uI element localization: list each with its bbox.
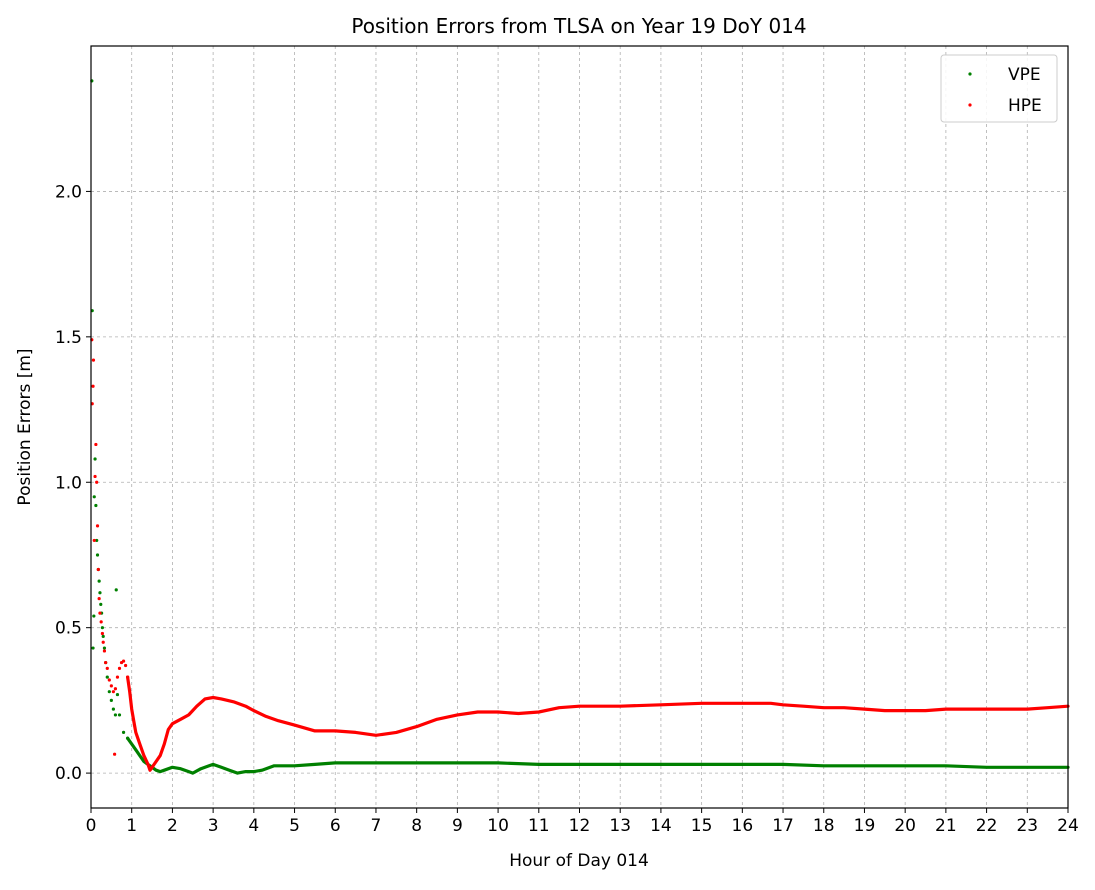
vpe-point bbox=[99, 602, 103, 607]
vpe-point bbox=[95, 553, 100, 557]
y-tick-label: 1.0 bbox=[55, 473, 82, 493]
x-tick-label: 14 bbox=[650, 816, 672, 836]
y-axis-label: Position Errors [m] bbox=[15, 348, 35, 505]
x-tick-label: 22 bbox=[976, 816, 998, 836]
y-tick-label: 2.0 bbox=[55, 182, 82, 202]
hpe-point bbox=[92, 538, 96, 543]
x-tick-label: 1 bbox=[126, 816, 137, 836]
vpe-point bbox=[107, 690, 111, 694]
legend-label-vpe: VPE bbox=[1008, 65, 1041, 85]
vpe-point bbox=[92, 614, 96, 618]
vpe-point bbox=[121, 730, 126, 734]
hpe-point bbox=[102, 649, 107, 653]
hpe-point bbox=[94, 442, 98, 447]
y-axis-ticks: 0.0 0.5 1.0 1.5 2.0 bbox=[55, 182, 91, 784]
x-tick-label: 20 bbox=[894, 816, 916, 836]
hpe-trace bbox=[126, 675, 1070, 772]
hpe-point bbox=[104, 660, 108, 665]
vpe-point bbox=[92, 495, 96, 499]
legend-entries: VPE HPE bbox=[968, 65, 1042, 116]
hpe-point bbox=[93, 474, 97, 479]
vpe-point bbox=[114, 588, 118, 592]
x-tick-label: 9 bbox=[452, 816, 463, 836]
vpe-point bbox=[105, 675, 109, 679]
vpe-point bbox=[97, 579, 101, 583]
hpe-point bbox=[95, 524, 100, 528]
vpe-point bbox=[95, 538, 99, 543]
x-tick-label: 7 bbox=[371, 816, 382, 836]
x-tick-label: 18 bbox=[813, 816, 835, 836]
hpe-point bbox=[113, 752, 117, 756]
hpe-point bbox=[99, 620, 103, 624]
legend-label-hpe: HPE bbox=[1008, 96, 1042, 116]
x-tick-label: 11 bbox=[528, 816, 550, 836]
x-tick-label: 2 bbox=[167, 816, 178, 836]
x-tick-label: 10 bbox=[487, 816, 509, 836]
hpe-point bbox=[98, 611, 102, 615]
vpe-point bbox=[98, 591, 102, 595]
y-tick-label: 0.0 bbox=[55, 764, 82, 784]
x-axis-label: Hour of Day 014 bbox=[509, 851, 649, 871]
hpe-point bbox=[97, 596, 101, 601]
vpe-point bbox=[111, 707, 115, 711]
hpe-point bbox=[96, 567, 100, 572]
legend-marker-vpe bbox=[968, 72, 972, 76]
x-tick-label: 12 bbox=[569, 816, 591, 836]
x-axis-ticks: 0 1 2 3 4 5 6 7 8 9 10 11 12 13 14 15 16 17 18 19 20 21 22 23 24 bbox=[86, 808, 1079, 836]
hpe-point bbox=[100, 631, 104, 636]
x-tick-label: 23 bbox=[1016, 816, 1038, 836]
hpe-point bbox=[101, 640, 105, 644]
hpe-point bbox=[124, 663, 128, 668]
vpe-point bbox=[115, 692, 120, 697]
series-hpe bbox=[90, 338, 1070, 772]
vpe-point bbox=[93, 457, 97, 461]
y-tick-label: 0.5 bbox=[55, 619, 82, 639]
vpe-point bbox=[117, 713, 122, 717]
hpe-point bbox=[121, 659, 126, 663]
y-tick-label: 1.5 bbox=[55, 328, 82, 348]
hpe-point bbox=[113, 687, 118, 691]
hpe-point bbox=[91, 384, 95, 388]
x-tick-label: 5 bbox=[289, 816, 300, 836]
hpe-point bbox=[105, 666, 109, 670]
x-tick-label: 0 bbox=[86, 816, 97, 836]
x-tick-label: 4 bbox=[248, 816, 259, 836]
grid bbox=[90, 46, 1069, 808]
x-tick-label: 17 bbox=[772, 816, 794, 836]
hpe-point bbox=[115, 675, 120, 679]
vpe-point bbox=[91, 646, 95, 650]
legend: VPE HPE bbox=[940, 54, 1058, 123]
hpe-point bbox=[111, 690, 115, 694]
x-tick-label: 15 bbox=[691, 816, 713, 836]
hpe-point bbox=[91, 358, 96, 362]
vpe-point bbox=[113, 713, 118, 717]
vpe-point bbox=[101, 634, 105, 639]
vpe-point bbox=[102, 646, 107, 650]
x-tick-label: 3 bbox=[208, 816, 219, 836]
vpe-point bbox=[109, 698, 113, 702]
x-tick-label: 8 bbox=[411, 816, 422, 836]
vpe-point bbox=[94, 503, 98, 508]
x-tick-label: 21 bbox=[935, 816, 957, 836]
vpe-trace bbox=[126, 736, 1070, 775]
hpe-point bbox=[107, 678, 111, 682]
hpe-point bbox=[117, 666, 122, 670]
legend-marker-hpe bbox=[968, 103, 972, 107]
chart-title: Position Errors from TLSA on Year 19 DoY… bbox=[351, 14, 806, 38]
x-tick-label: 13 bbox=[609, 816, 631, 836]
x-tick-label: 24 bbox=[1057, 816, 1079, 836]
x-tick-label: 6 bbox=[330, 816, 341, 836]
x-tick-label: 16 bbox=[732, 816, 754, 836]
hpe-point bbox=[109, 684, 113, 688]
vpe-point bbox=[100, 626, 104, 630]
hpe-point bbox=[95, 480, 99, 484]
x-tick-label: 19 bbox=[854, 816, 876, 836]
